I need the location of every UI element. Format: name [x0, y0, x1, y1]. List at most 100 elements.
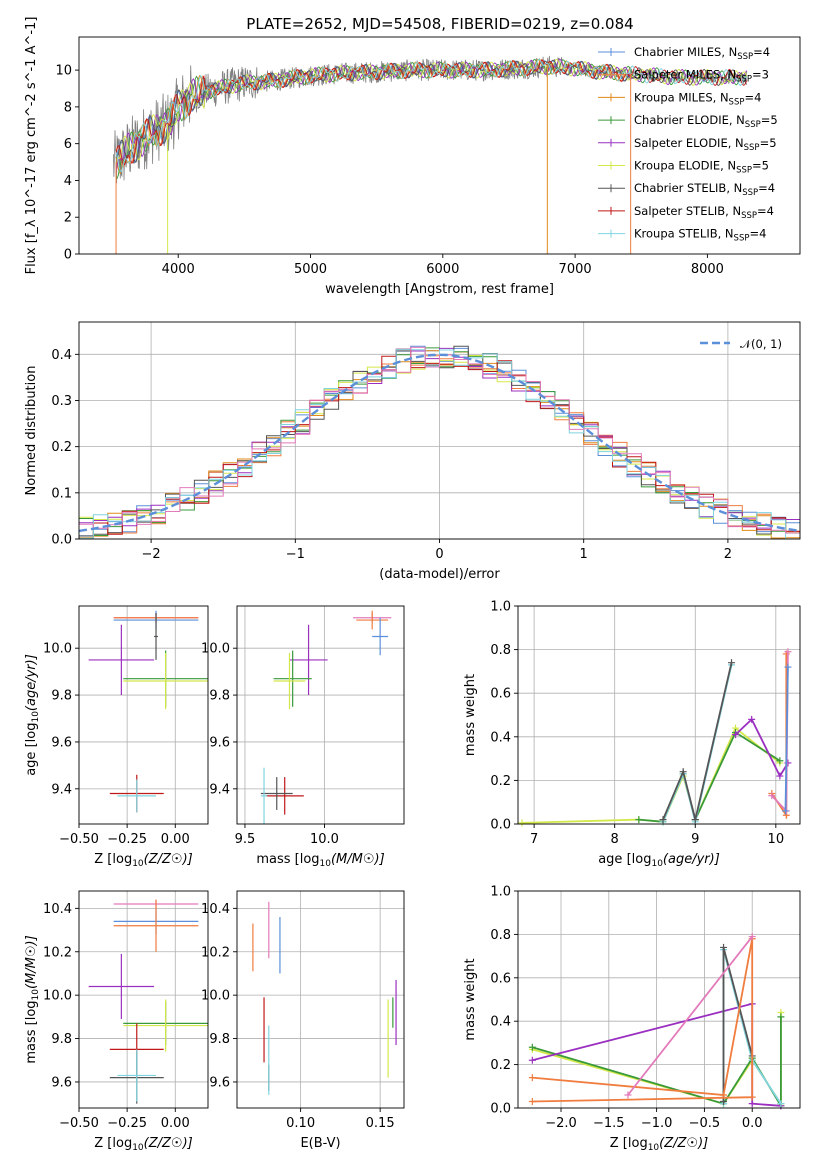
x-tick-label: 7: [530, 832, 538, 847]
spectrum-model-line: [115, 59, 748, 163]
plot-area: [252, 901, 397, 1095]
weight-marker: [781, 807, 789, 815]
y-axis-label: age [log10(age/yr)]: [24, 654, 41, 776]
weight-marker: [691, 816, 699, 824]
y-tick-label: 1.0: [490, 885, 511, 900]
axes-frame: [236, 890, 405, 1109]
panel-1: −2 −1 0 1 2 0.0 0.1 0.2 0.3 0.4 (data-model)/error…: [24, 321, 801, 582]
weight-marker: [748, 1100, 756, 1108]
x-tick-label: 10: [768, 832, 785, 847]
spectrum-model-line: [115, 59, 631, 168]
x-axis-label: Z [log10(Z/Z☉)]: [94, 1136, 192, 1153]
y-tick-label: 0.6: [490, 687, 511, 702]
y-tick-label: 10.0: [43, 989, 72, 1004]
spectrum-model-line: [115, 58, 748, 173]
weight-marker: [777, 1013, 785, 1021]
y-tick-label: 9.6: [209, 735, 230, 750]
weight-marker: [777, 1100, 785, 1108]
weight-marker: [784, 663, 792, 671]
axes-frame: [236, 605, 405, 825]
y-axis-label: mass weight: [463, 674, 478, 756]
y-tick-label: 0.0: [490, 1102, 511, 1117]
y-tick-label: 9.8: [51, 689, 72, 704]
y-tick-label: 10.0: [43, 642, 72, 657]
y-tick-label: 0.0: [51, 533, 72, 548]
y-tick-label: 2: [64, 211, 72, 226]
x-tick-label: −0.50: [59, 1116, 99, 1131]
x-tick-label: −2.0: [545, 1116, 577, 1131]
weight-line: [627, 936, 753, 1096]
y-axis-label: mass weight: [463, 958, 478, 1040]
weight-line: [521, 726, 781, 824]
x-tick-label: 8000: [691, 262, 724, 277]
x-tick-label: −0.5: [689, 1116, 721, 1131]
y-tick-label: 0.2: [51, 440, 72, 455]
weight-marker: [635, 816, 643, 824]
x-tick-label: 0.00: [161, 1116, 190, 1131]
plot-area: [260, 610, 392, 824]
x-tick-label: 5000: [294, 262, 327, 277]
y-axis-label: Flux [f_λ 10^-17 erg cm^-2 s^-1 A^-1]: [24, 17, 39, 275]
panel-2: −0.50 −0.25 0.00 9.4 9.6 9.8 10.0 Z [log10(Z/Z☉…: [24, 605, 209, 869]
y-tick-label: 0.3: [51, 394, 72, 409]
weight-marker: [720, 943, 728, 951]
weight-marker: [720, 1091, 728, 1099]
legend-label: Salpeter MILES, NSSP=3: [634, 68, 769, 85]
x-tick-label: −1: [286, 547, 305, 562]
x-tick-label: 8: [611, 832, 619, 847]
weight-line: [722, 947, 754, 1102]
figure-title: PLATE=2652, MJD=54508, FIBERID=0219, z=0…: [246, 15, 633, 33]
legend-label: Salpeter STELIB, NSSP=4: [634, 204, 774, 221]
x-tick-label: −0.25: [107, 832, 147, 847]
panel-5: −0.50 −0.25 0.00 9.6 9.8 10.0 10.2 10.4 Z [log10…: [24, 890, 209, 1153]
x-tick-label: 0: [435, 547, 443, 562]
plot-area: [88, 899, 208, 1104]
y-tick-label: 9.8: [209, 1032, 230, 1047]
weight-line: [662, 662, 733, 820]
axes-frame: [78, 605, 209, 825]
x-axis-label: (data-model)/error: [379, 567, 500, 582]
weight-marker: [748, 1093, 756, 1101]
histogram-step: [79, 346, 800, 534]
weight-marker: [528, 1043, 536, 1051]
weight-marker: [776, 757, 784, 765]
panel-7: −2.0 −1.5 −1.0 −0.5 0.0 0.0 0.2 0.4 0.6 0.8 1.0 Z […: [463, 885, 801, 1153]
weight-marker: [776, 772, 784, 780]
y-tick-label: 0: [64, 248, 72, 263]
y-tick-label: 9.6: [209, 1075, 230, 1090]
weight-marker: [528, 1074, 536, 1082]
axes-frame: [78, 36, 801, 255]
x-tick-label: 10.0: [310, 832, 339, 847]
weight-marker: [732, 731, 740, 739]
x-tick-label: −1.0: [641, 1116, 673, 1131]
weight-marker: [728, 659, 736, 667]
plot-area: [528, 933, 785, 1110]
legend-label: Kroupa ELODIE, NSSP=5: [634, 159, 769, 176]
x-tick-label: −0.50: [59, 832, 99, 847]
x-tick-label: 9: [691, 832, 699, 847]
x-axis-label: wavelength [Angstrom, rest frame]: [325, 282, 554, 297]
x-axis-label: E(B-V): [300, 1136, 340, 1151]
weight-line: [771, 654, 788, 819]
legend-label: Salpeter ELODIE, NSSP=5: [634, 136, 777, 153]
x-tick-label: 0.10: [286, 1116, 315, 1131]
y-tick-label: 0.2: [490, 1058, 511, 1073]
gaussian-curve: [78, 353, 801, 533]
y-tick-label: 0.4: [490, 730, 511, 745]
y-tick-label: 0.6: [490, 971, 511, 986]
x-tick-label: 0.0: [742, 1116, 763, 1131]
y-tick-label: 10: [55, 64, 72, 79]
plot-area: [78, 345, 801, 539]
y-tick-label: 10.4: [201, 902, 230, 917]
weight-marker: [720, 1097, 728, 1105]
weight-marker: [768, 792, 776, 800]
x-tick-label: 0.00: [161, 832, 190, 847]
axes-frame: [78, 890, 209, 1109]
y-tick-label: 0.4: [490, 1015, 511, 1030]
panel-4: 7 8 9 10 0.0 0.2 0.4 0.6 0.8 1.0 age [log10(age/yr…: [463, 600, 801, 869]
weight-marker: [528, 1056, 536, 1064]
y-tick-label: 0.0: [490, 818, 511, 833]
weight-marker: [528, 1097, 536, 1105]
plot-area: [518, 648, 792, 827]
y-tick-label: 0.8: [490, 643, 511, 658]
